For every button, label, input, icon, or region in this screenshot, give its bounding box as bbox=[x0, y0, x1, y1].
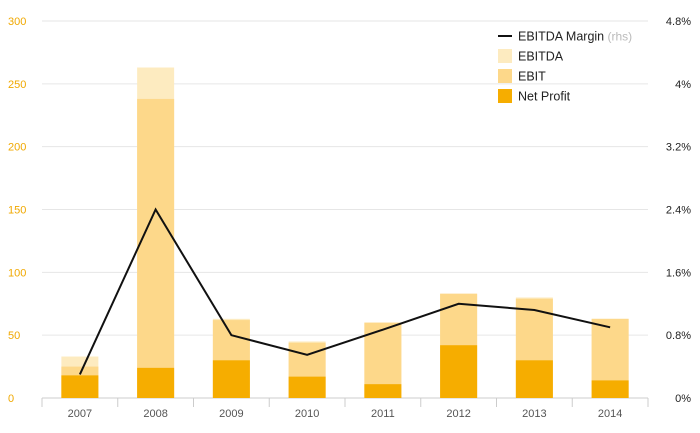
net-profit-bar bbox=[591, 380, 629, 398]
ebit-legend-label: EBIT bbox=[518, 70, 546, 84]
y-left-tick-label: 250 bbox=[8, 79, 26, 91]
x-tick-label: 2012 bbox=[446, 408, 470, 420]
x-tick-label: 2011 bbox=[371, 408, 395, 420]
net-profit-bar bbox=[515, 360, 553, 398]
net-profit-legend-marker bbox=[498, 89, 512, 103]
y-right-tick-label: 3.2% bbox=[666, 142, 691, 154]
y-right-tick-label: 0% bbox=[675, 393, 691, 405]
y-right-tick-label: 4% bbox=[675, 79, 691, 91]
ebit-bar bbox=[137, 98, 175, 398]
ebitda-margin-legend-label: EBITDA Margin (rhs) bbox=[518, 30, 632, 44]
y-left-tick-label: 100 bbox=[8, 267, 26, 279]
ebitda-legend-label: EBITDA bbox=[518, 50, 564, 64]
legend: EBITDA Margin (rhs) EBITDA EBIT Net Profit bbox=[498, 30, 632, 104]
x-tick-label: 2013 bbox=[522, 408, 546, 420]
bar-series-group bbox=[61, 67, 629, 398]
net-profit-bar bbox=[212, 360, 250, 398]
x-tick-label: 2008 bbox=[143, 408, 167, 420]
y-axis-left: 0 50 100 150 200 250 300 bbox=[8, 16, 26, 405]
ebitda-margin-line bbox=[78, 207, 611, 375]
net-profit-bar bbox=[440, 345, 478, 398]
y-left-tick-label: 0 bbox=[8, 393, 14, 405]
net-profit-bar bbox=[61, 375, 99, 398]
y-axis-right: 0% 0.8% 1.6% 2.4% 3.2% 4% 4.8% bbox=[666, 16, 691, 405]
x-tick-label: 2014 bbox=[598, 408, 622, 420]
y-right-tick-label: 4.8% bbox=[666, 16, 691, 28]
y-right-tick-label: 2.4% bbox=[666, 205, 691, 217]
ebit-legend-marker bbox=[498, 69, 512, 83]
y-right-tick-label: 0.8% bbox=[666, 330, 691, 342]
ebitda-legend-marker bbox=[498, 49, 512, 63]
legend-suffix: (rhs) bbox=[604, 30, 632, 44]
line-series-group bbox=[78, 207, 611, 375]
x-axis: 2007 2008 2009 2010 2011 2012 2013 2014 bbox=[41, 398, 649, 420]
y-left-tick-label: 50 bbox=[8, 330, 20, 342]
net-profit-bar bbox=[364, 384, 402, 398]
net-profit-bar bbox=[288, 376, 326, 398]
net-profit-bar bbox=[137, 367, 175, 398]
x-tick-label: 2009 bbox=[219, 408, 243, 420]
y-right-tick-label: 1.6% bbox=[666, 267, 691, 279]
y-left-tick-label: 150 bbox=[8, 205, 26, 217]
net-profit-legend-label: Net Profit bbox=[518, 90, 571, 104]
x-tick-label: 2007 bbox=[68, 408, 92, 420]
y-left-tick-label: 200 bbox=[8, 142, 26, 154]
y-left-tick-label: 300 bbox=[8, 16, 26, 28]
x-tick-label: 2010 bbox=[295, 408, 319, 420]
